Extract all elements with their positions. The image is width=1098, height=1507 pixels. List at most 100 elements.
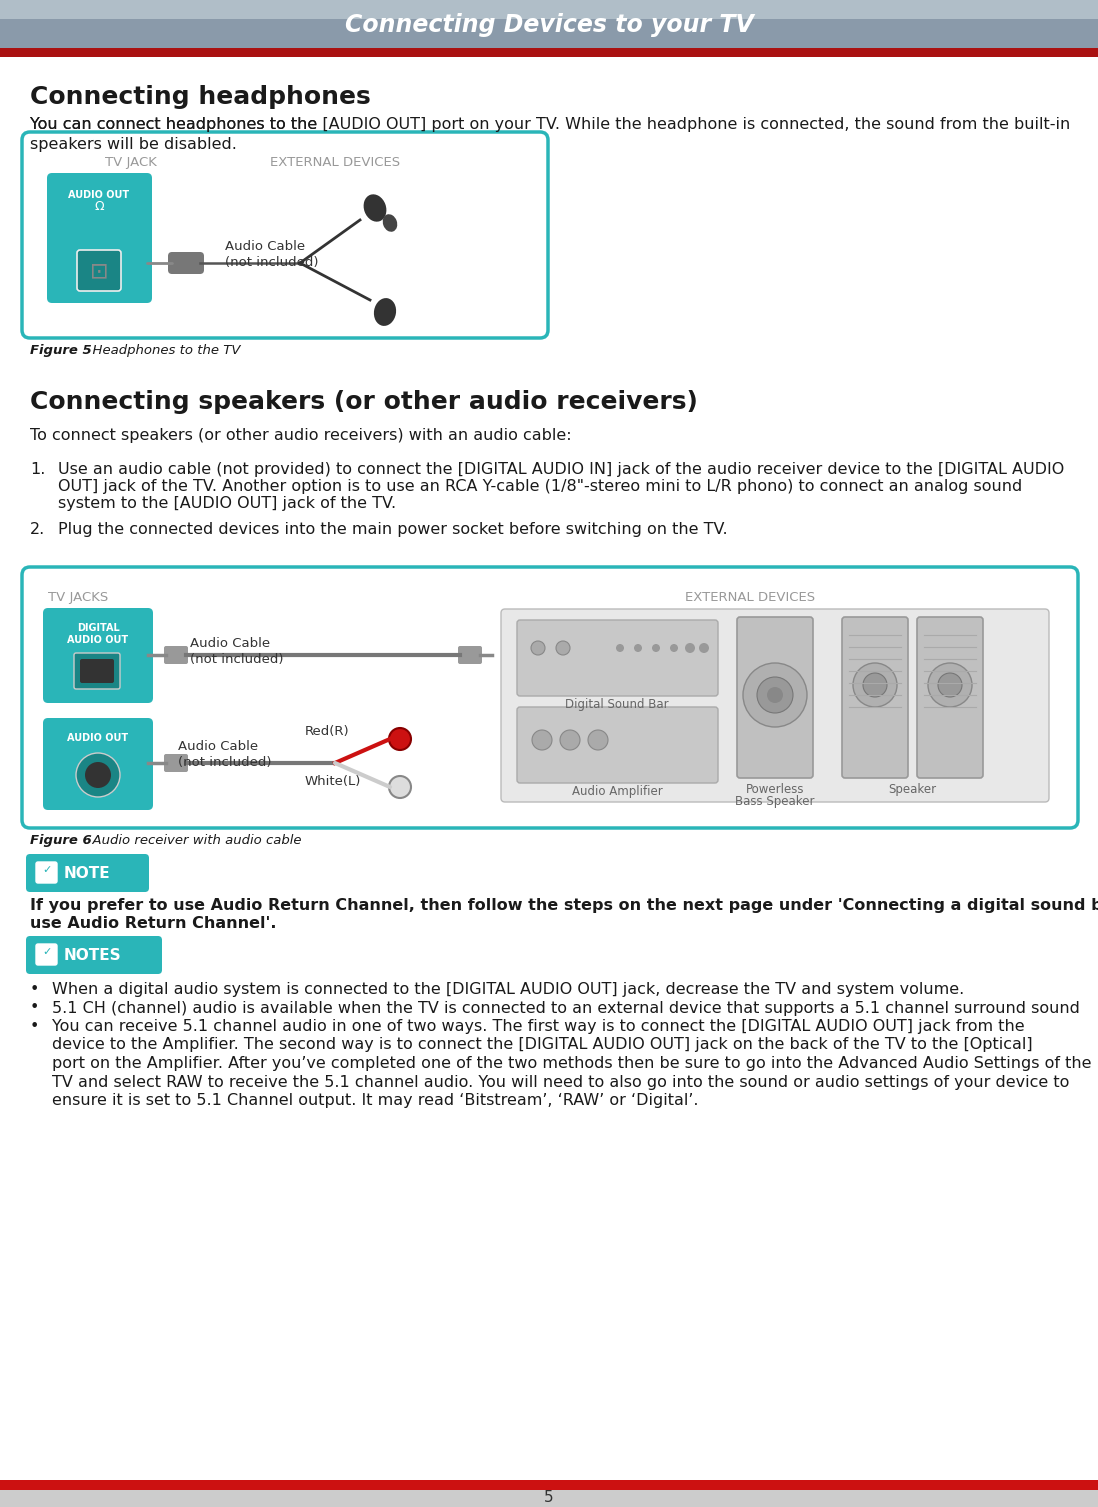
FancyBboxPatch shape [842,616,908,778]
Text: TV JACK: TV JACK [105,157,157,169]
Circle shape [670,643,677,653]
Text: use Audio Return Channel'.: use Audio Return Channel'. [30,916,277,931]
FancyBboxPatch shape [80,659,114,683]
Text: . Audio receiver with audio cable: . Audio receiver with audio cable [85,833,302,847]
FancyBboxPatch shape [74,653,120,689]
Text: NOTE: NOTE [64,865,111,880]
Bar [0,0,1098,48]
FancyBboxPatch shape [164,647,188,665]
Circle shape [531,640,545,656]
Text: Audio Cable: Audio Cable [190,637,270,650]
FancyBboxPatch shape [77,250,121,291]
Text: (not included): (not included) [190,653,283,666]
Text: Digital Sound Bar: Digital Sound Bar [565,698,669,711]
Text: When a digital audio system is connected to the [DIGITAL AUDIO OUT] jack, decrea: When a digital audio system is connected… [52,983,964,998]
Text: Use an audio cable (not provided) to connect the [DIGITAL AUDIO IN] jack of the : Use an audio cable (not provided) to con… [58,463,1064,478]
FancyBboxPatch shape [22,133,548,338]
FancyBboxPatch shape [917,616,983,778]
FancyBboxPatch shape [737,616,813,778]
Text: Speaker: Speaker [888,784,937,796]
FancyBboxPatch shape [164,754,188,772]
Text: 5.1 CH (channel) audio is available when the TV is connected to an external devi: 5.1 CH (channel) audio is available when… [52,1001,1079,1016]
FancyBboxPatch shape [47,173,152,303]
Text: AUDIO OUT: AUDIO OUT [67,634,128,645]
Circle shape [928,663,972,707]
Text: To connect speakers (or other audio receivers) with an audio cable:: To connect speakers (or other audio rece… [30,428,572,443]
Text: White(L): White(L) [305,775,361,788]
Text: Bass Speaker: Bass Speaker [736,796,815,808]
Text: Figure 5: Figure 5 [30,344,92,357]
Circle shape [938,674,962,698]
Text: 1.: 1. [30,463,45,478]
Ellipse shape [374,298,396,326]
Bar [0,48,1098,57]
Text: OUT] jack of the TV. Another option is to use an RCA Y-cable (1/8"-stereo mini t: OUT] jack of the TV. Another option is t… [58,479,1022,494]
FancyBboxPatch shape [43,607,153,702]
Circle shape [616,643,624,653]
Text: Connecting Devices to your TV: Connecting Devices to your TV [345,14,753,38]
Circle shape [85,763,111,788]
Circle shape [76,754,120,797]
FancyBboxPatch shape [36,862,57,883]
Text: •: • [30,1001,40,1016]
Text: ensure it is set to 5.1 Channel output. It may read ‘Bitstream’, ‘RAW’ or ‘Digit: ensure it is set to 5.1 Channel output. … [52,1093,698,1108]
Text: (not included): (not included) [178,757,271,769]
Text: DIGITAL: DIGITAL [77,622,120,633]
Circle shape [757,677,793,713]
FancyBboxPatch shape [501,609,1049,802]
Text: You can connect headphones to the [AUDIO OUT] port on your TV. While the headpho: You can connect headphones to the [AUDIO… [30,118,1071,133]
Circle shape [389,728,411,750]
Ellipse shape [363,194,386,222]
Text: 2.: 2. [30,521,45,536]
Text: You can connect headphones to the: You can connect headphones to the [30,118,323,133]
Text: Ω: Ω [94,200,104,212]
Circle shape [768,687,783,702]
Circle shape [743,663,807,726]
Circle shape [652,643,660,653]
Text: speakers will be disabled.: speakers will be disabled. [30,137,237,152]
Text: device to the Amplifier. The second way is to connect the [DIGITAL AUDIO OUT] ja: device to the Amplifier. The second way … [52,1037,1032,1052]
Text: ✓: ✓ [43,946,52,957]
Text: ⊡: ⊡ [90,261,109,280]
Text: Audio Cable: Audio Cable [225,240,305,253]
Bar [0,20,1098,48]
Text: TV JACKS: TV JACKS [48,591,109,604]
Text: EXTERNAL DEVICES: EXTERNAL DEVICES [685,591,815,604]
FancyBboxPatch shape [43,717,153,809]
FancyBboxPatch shape [517,707,718,784]
Text: Audio Cable: Audio Cable [178,740,258,754]
Circle shape [699,643,709,653]
Text: AUDIO OUT: AUDIO OUT [68,190,130,200]
Circle shape [556,640,570,656]
Circle shape [389,776,411,799]
Text: If you prefer to use Audio Return Channel, then follow the steps on the next pag: If you prefer to use Audio Return Channe… [30,898,1098,913]
FancyBboxPatch shape [168,252,204,274]
Text: Red(R): Red(R) [305,725,349,738]
Text: NOTES: NOTES [64,948,122,963]
Text: You can receive 5.1 channel audio in one of two ways. The first way is to connec: You can receive 5.1 channel audio in one… [52,1019,1024,1034]
Text: Plug the connected devices into the main power socket before switching on the TV: Plug the connected devices into the main… [58,521,728,536]
Circle shape [863,674,887,698]
Text: •: • [30,1019,40,1034]
Text: EXTERNAL DEVICES: EXTERNAL DEVICES [270,157,400,169]
Circle shape [589,729,608,750]
Text: system to the [AUDIO OUT] jack of the TV.: system to the [AUDIO OUT] jack of the TV… [58,496,396,511]
Bar [0,1480,1098,1490]
Text: port on the Amplifier. After you’ve completed one of the two methods then be sur: port on the Amplifier. After you’ve comp… [52,1056,1091,1071]
Text: 5: 5 [545,1490,553,1505]
FancyBboxPatch shape [36,943,57,964]
Circle shape [533,729,552,750]
Text: (not included): (not included) [225,256,318,270]
Text: Powerless: Powerless [746,784,804,796]
Text: Connecting speakers (or other audio receivers): Connecting speakers (or other audio rece… [30,390,698,414]
Circle shape [560,729,580,750]
FancyBboxPatch shape [458,647,482,665]
Text: AUDIO OUT: AUDIO OUT [67,732,128,743]
Text: Figure 6: Figure 6 [30,833,92,847]
Text: Connecting headphones: Connecting headphones [30,84,371,109]
FancyBboxPatch shape [22,567,1078,827]
Circle shape [853,663,897,707]
Text: ✓: ✓ [43,865,52,876]
Bar [0,1490,1098,1507]
Text: Audio Amplifier: Audio Amplifier [572,785,662,799]
